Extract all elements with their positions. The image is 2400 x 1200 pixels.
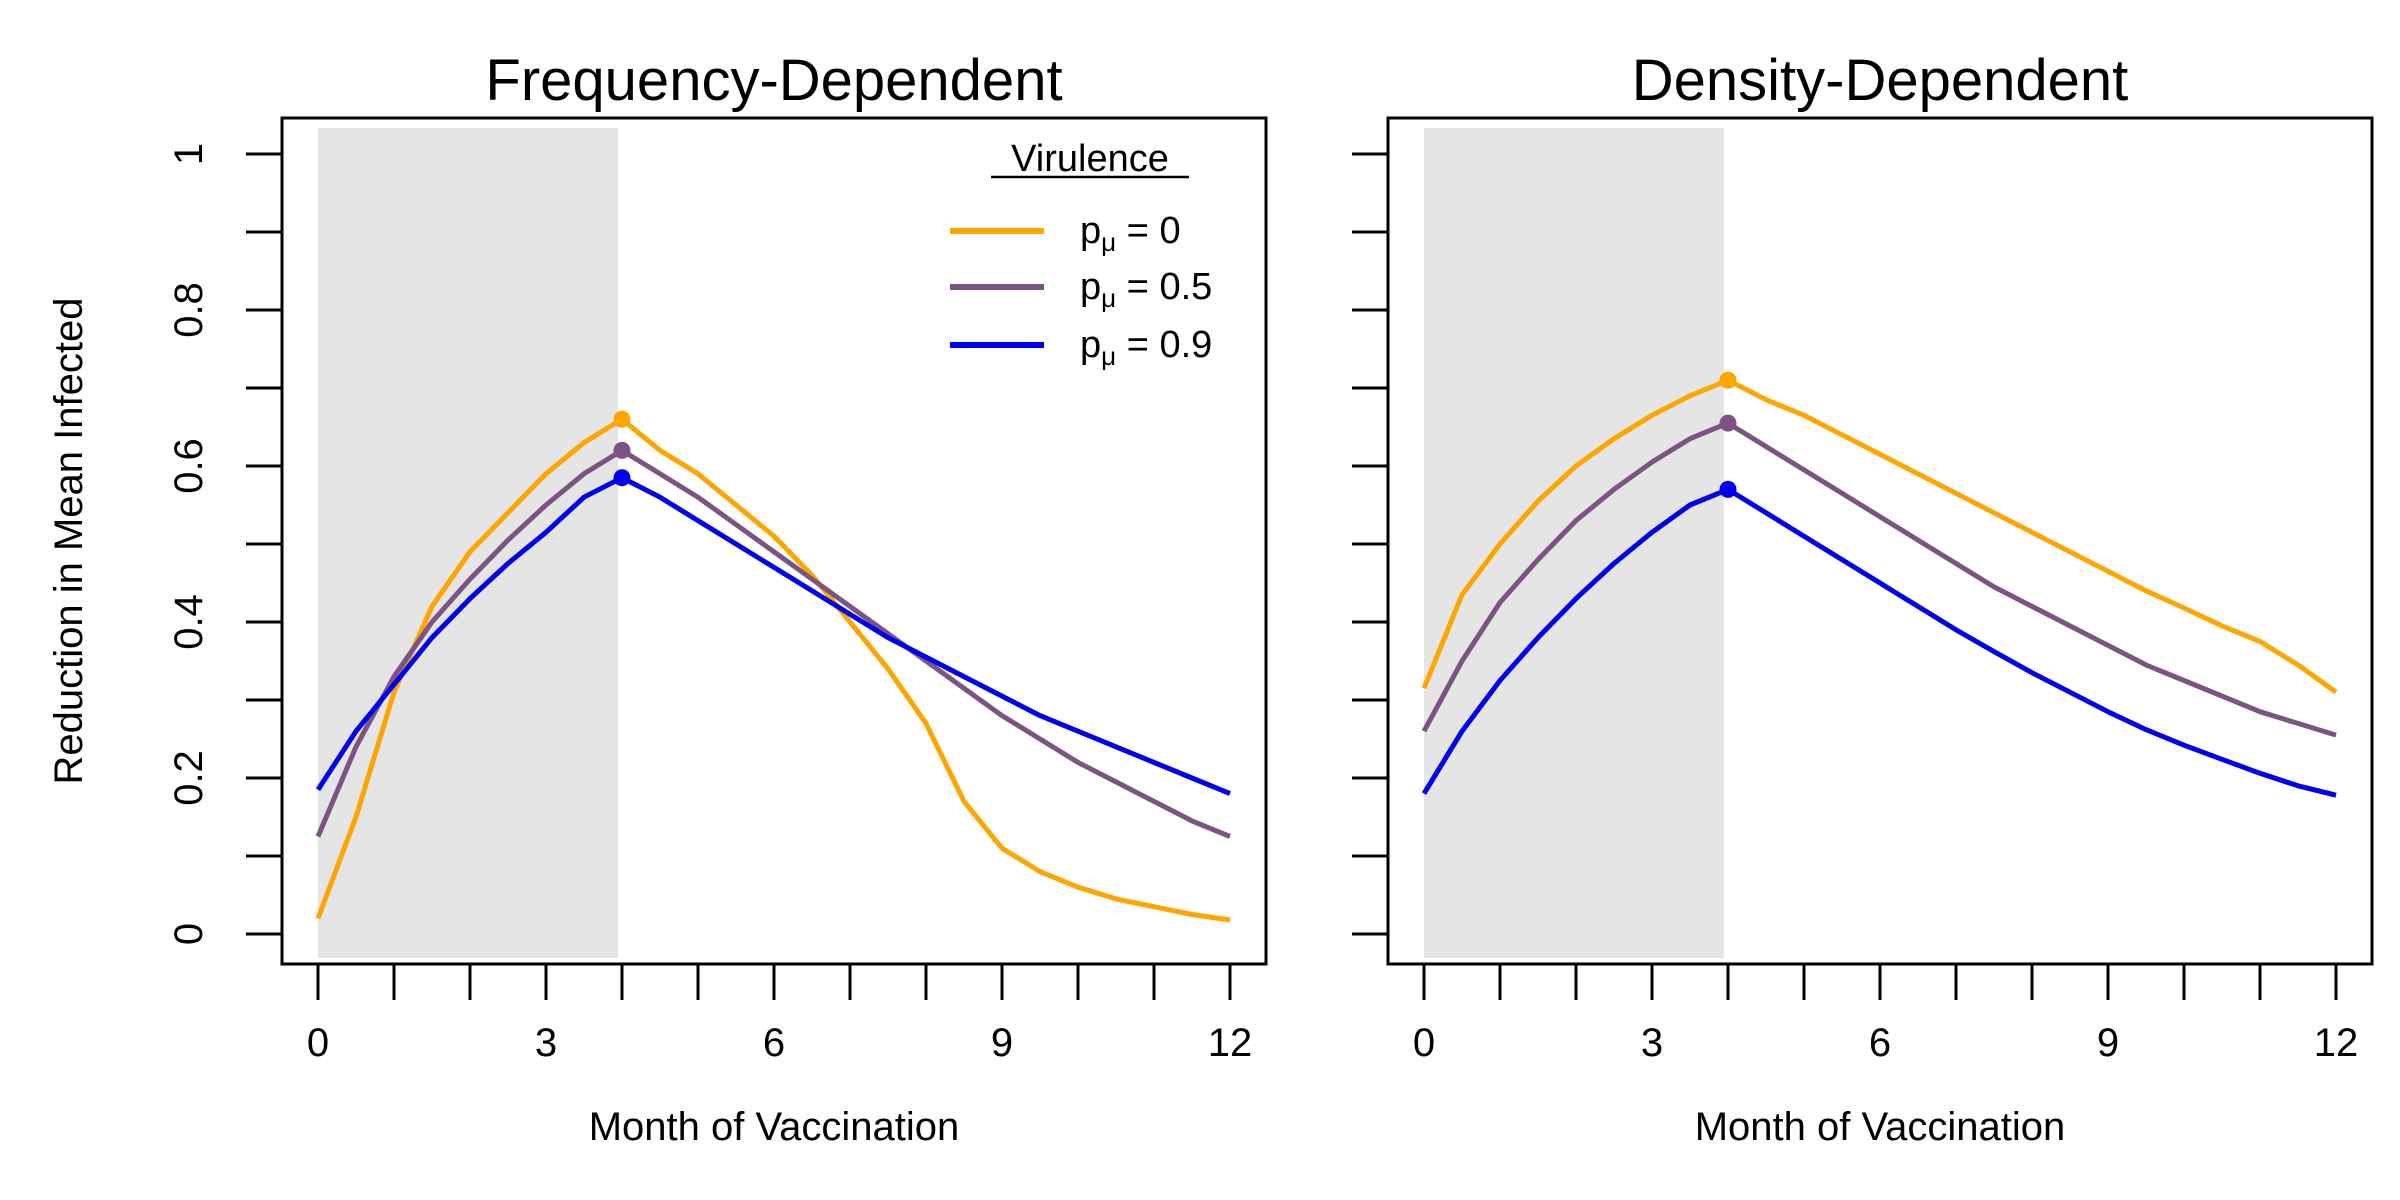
- x-tick-label: 9: [2097, 1021, 2119, 1065]
- x-tick-label: 6: [763, 1021, 785, 1065]
- series-line-1: [315, 447, 1231, 839]
- panel-density-dependent: 0 3 6 9 12 Density-Dependent Month of Vaccin…: [1352, 48, 2374, 1149]
- peak-marker-2: [613, 469, 631, 487]
- peak-marker-1: [1719, 414, 1737, 432]
- x-tick-label: 0: [307, 1021, 329, 1065]
- x-tick-label: 6: [1869, 1021, 1891, 1065]
- x-tick-label: 0: [1413, 1021, 1435, 1065]
- series-line-2: [1421, 486, 2337, 798]
- legend-title: Virulence: [1011, 138, 1169, 180]
- panel2-title: Density-Dependent: [1632, 48, 2129, 113]
- panel-frequency-dependent: 0 3 6 9 12 0 0.2 0.4 0.6 0.8 1 Frequency-Dependent…: [47, 48, 1268, 1149]
- y-tick-label: 0.6: [167, 438, 211, 494]
- y-tick-label: 0.4: [167, 594, 211, 650]
- y-tick-label: 1: [167, 143, 211, 165]
- panel2-shaded-region: [1424, 128, 1724, 958]
- panel2-x-axis-label: Month of Vaccination: [1695, 1105, 2066, 1149]
- panel1-x-axis-label: Month of Vaccination: [589, 1105, 960, 1149]
- peak-marker-1: [613, 441, 631, 459]
- panel2-series-group: [1421, 371, 2338, 798]
- x-tick-label: 3: [535, 1021, 557, 1065]
- legend-label-1: pμ = 0.5: [1080, 266, 1212, 313]
- panel1-axes: 0 3 6 9 12 0 0.2 0.4 0.6 0.8 1: [167, 143, 1252, 1065]
- peak-marker-0: [1719, 371, 1737, 389]
- panel2-axes: 0 3 6 9 12: [1352, 152, 2359, 1065]
- x-tick-label: 12: [1208, 1021, 1253, 1065]
- y-tick-label: 0.2: [167, 750, 211, 806]
- legend: Virulence pμ = 0 pμ = 0.5 pμ = 0.9: [950, 138, 1212, 371]
- y-tick-label: 0.8: [167, 282, 211, 338]
- series-line-0: [315, 416, 1231, 923]
- y-axis-label: Reduction in Mean Infected: [47, 298, 91, 785]
- series-line-2: [315, 475, 1231, 796]
- x-tick-label: 3: [1641, 1021, 1663, 1065]
- legend-label-0: pμ = 0: [1080, 210, 1181, 257]
- y-tick-label: 0: [167, 923, 211, 945]
- series-line-1: [1421, 420, 2337, 738]
- series-line-0: [1421, 377, 2338, 695]
- panel1-shaded-region: [318, 128, 618, 958]
- peak-marker-0: [613, 410, 631, 428]
- legend-label-2: pμ = 0.9: [1080, 324, 1212, 371]
- panel1-title: Frequency-Dependent: [485, 48, 1062, 113]
- panel1-series-group: [315, 410, 1231, 923]
- x-tick-label: 9: [991, 1021, 1013, 1065]
- peak-marker-2: [1719, 480, 1737, 498]
- x-tick-label: 12: [2314, 1021, 2359, 1065]
